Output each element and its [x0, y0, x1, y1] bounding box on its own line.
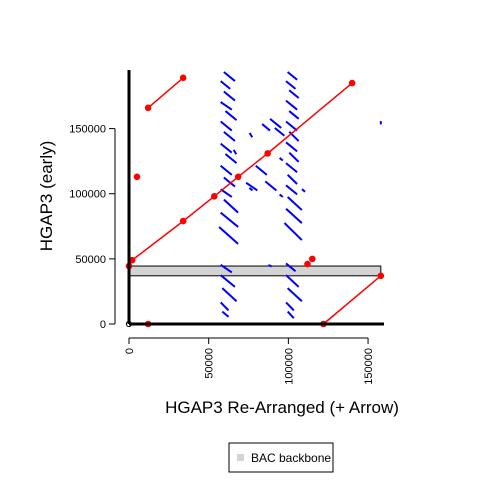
alignment-segment: [220, 263, 233, 274]
alignment-segment: [248, 132, 254, 138]
scaffold-line: [322, 275, 382, 325]
scaffold-layer: [125, 74, 385, 328]
scaffold-point: [210, 193, 218, 200]
alignment-segment: [283, 222, 303, 241]
alignment-segment: [285, 162, 298, 174]
frame-layer: [127, 70, 384, 326]
y-tick-label: 150000: [69, 124, 106, 136]
x-axis-title: HGAP3 Re-Arranged (+ Arrow): [165, 398, 399, 417]
alignment-segment: [269, 118, 282, 129]
y-axis-title: HGAP3 (early): [37, 141, 56, 252]
legend-swatch: [237, 454, 244, 461]
alignment-segment: [220, 120, 233, 132]
alignment-segment: [285, 184, 298, 196]
scaffold-line: [128, 82, 353, 267]
backbone-band-layer: [128, 265, 382, 277]
alignment-segment: [285, 99, 298, 111]
y-tick-label: 0: [100, 319, 106, 331]
alignment-segment: [220, 142, 233, 154]
alignment-segment: [232, 149, 238, 155]
x-tick-label: 0: [124, 348, 136, 354]
alignment-segment: [220, 301, 230, 312]
legend-box: [228, 442, 334, 473]
legend-label: BAC backbone: [251, 451, 331, 465]
alignment-segment: [286, 310, 295, 319]
alignment-segment: [221, 287, 238, 302]
x-tick-label: 100000: [283, 348, 295, 385]
isolated-point: [304, 260, 311, 268]
y-tick-label: 100000: [69, 189, 106, 201]
scaffold-point: [348, 79, 356, 87]
scaffold-point: [179, 74, 187, 82]
alignment-segment: [288, 110, 300, 120]
alignment-segment: [255, 164, 268, 176]
alignment-segment: [223, 90, 236, 102]
alignment-segment: [278, 193, 284, 198]
alignment-segment: [286, 196, 303, 211]
scaffold-point: [144, 104, 152, 112]
alignment-layer: [128, 71, 382, 319]
alignment-segment: [220, 80, 231, 90]
alignment-segment: [245, 181, 258, 192]
alignment-segment: [288, 151, 300, 163]
scaffold-point: [128, 256, 136, 264]
alignment-segment: [223, 198, 239, 214]
alignment-segment: [224, 153, 238, 164]
alignment-segment: [285, 141, 298, 153]
alignment-segment: [218, 226, 239, 245]
alignment-segment: [267, 264, 273, 268]
alignment-segment: [223, 71, 236, 82]
alignment-segment: [285, 274, 300, 288]
alignment-segment: [285, 80, 297, 90]
y-tick-label: 50000: [75, 254, 106, 266]
scaffold-point: [264, 150, 271, 157]
scaffold-point: [377, 272, 385, 280]
x-tick-label: 150000: [363, 348, 375, 385]
alignment-segment: [285, 207, 303, 224]
legend: BAC backbone: [228, 442, 334, 473]
alignment-segment: [220, 164, 233, 176]
alignment-segment: [285, 120, 298, 132]
alignment-segment: [220, 101, 233, 111]
alignment-segment: [264, 180, 278, 192]
alignment-segment: [288, 89, 300, 99]
alignment-segment: [223, 176, 236, 188]
alignment-segment: [274, 127, 286, 137]
scaffold-line: [147, 77, 184, 109]
isolated-point: [308, 255, 316, 263]
isolated-point: [133, 173, 141, 181]
alignment-segment: [286, 287, 303, 302]
scaffold-point: [179, 217, 187, 225]
x-tick-label: 50000: [204, 348, 216, 379]
alignment-segment: [261, 123, 271, 132]
alignment-segment: [221, 310, 230, 318]
alignment-segment: [220, 188, 233, 198]
alignment-segment: [286, 71, 298, 81]
alignment-segment: [285, 262, 297, 273]
tick-layer: 0 50000 100000 150000 0 50000 100000 150000: [69, 124, 375, 385]
alignment-segment: [224, 110, 238, 121]
alignment-segment: [220, 211, 239, 228]
scaffold-point: [234, 173, 242, 181]
alignment-segment: [278, 157, 284, 162]
alignment-segment: [286, 174, 298, 185]
alignment-segment: [301, 188, 306, 193]
backbone-band: [128, 265, 382, 277]
alignment-segment: [248, 187, 254, 192]
alignment-segment: [285, 301, 295, 312]
alignment-segment: [220, 274, 236, 288]
alignment-segment: [223, 131, 236, 142]
